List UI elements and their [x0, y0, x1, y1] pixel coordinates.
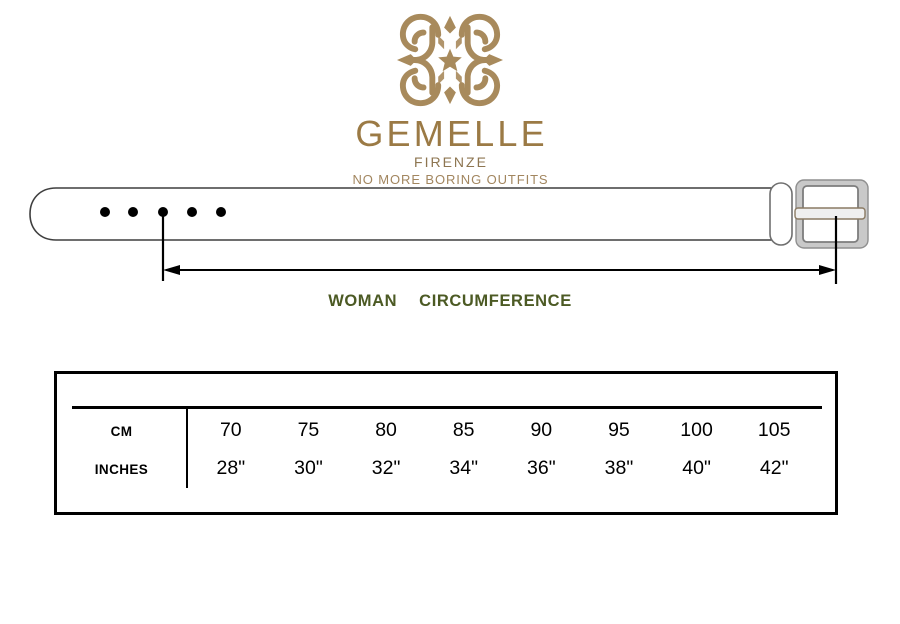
brand-wordmark: GEMELLE [355, 113, 548, 154]
measurement-caption: WOMAN CIRCUMFERENCE [0, 293, 900, 310]
table-row: CM 70 75 80 85 90 95 100 105 [57, 412, 835, 450]
arrow-head-left [163, 265, 180, 275]
brand-logo-block: GEMELLE FIRENZE NO MORE BORING OUTFITS [0, 6, 900, 186]
cell-cm-2: 75 [297, 419, 320, 442]
row-values-inches: 28" 30" 32" 34" 36" 38" 40" 42" [186, 459, 835, 479]
row-label-cm: CM [110, 423, 133, 439]
cell-cm-3: 80 [375, 419, 397, 442]
cell-cm-1: 70 [219, 419, 242, 442]
circumference-arrow [163, 265, 836, 275]
arrow-head-right [819, 265, 836, 275]
size-table-rows: CM 70 75 80 85 90 95 100 105 INCHES [57, 412, 835, 488]
cell-cm-4: 85 [452, 419, 475, 442]
cell-inches-8: 42" [759, 457, 789, 480]
row-label-inches: INCHES [94, 461, 149, 477]
buckle-prong-bar [794, 207, 866, 220]
cell-inches-3: 32" [371, 457, 401, 480]
belt-hole-5 [216, 207, 226, 217]
brand-city: FIRENZE [414, 154, 488, 170]
size-table-inner: CM 70 75 80 85 90 95 100 105 INCHES [57, 374, 835, 512]
cell-inches-2: 30" [294, 457, 323, 480]
belt-strap-body [29, 187, 776, 241]
belt-hole-1 [100, 207, 110, 217]
cell-cm-6: 95 [608, 419, 630, 442]
brand-tagline: NO MORE BORING OUTFITS [352, 172, 549, 187]
belt-keeper-loop [769, 182, 793, 246]
table-column-divider [186, 406, 188, 488]
cell-inches-7: 40" [682, 457, 711, 480]
cell-inches-1: 28" [216, 457, 246, 480]
cell-cm-7: 100 [680, 419, 713, 442]
cell-inches-4: 34" [449, 457, 478, 480]
size-table: CM 70 75 80 85 90 95 100 105 INCHES [54, 371, 838, 515]
belt-hole-2 [128, 207, 138, 217]
caption-circumference: CIRCUMFERENCE [419, 292, 572, 310]
cell-inches-5: 36" [527, 457, 556, 480]
cell-cm-5: 90 [530, 419, 553, 442]
row-values-cm: 70 75 80 85 90 95 100 105 [186, 421, 835, 441]
belt-measurement-diagram [29, 179, 869, 284]
cell-inches-6: 38" [604, 457, 634, 480]
table-header-rule [72, 406, 822, 409]
star-icon [438, 48, 462, 72]
table-row: INCHES 28" 30" 32" 34" 36" 38" 40" 42" [57, 450, 835, 488]
gemelle-ornament-emblem-icon [396, 13, 504, 107]
caption-woman: WOMAN [328, 292, 398, 310]
belt-hole-4 [187, 207, 197, 217]
cell-cm-8: 105 [757, 419, 791, 442]
